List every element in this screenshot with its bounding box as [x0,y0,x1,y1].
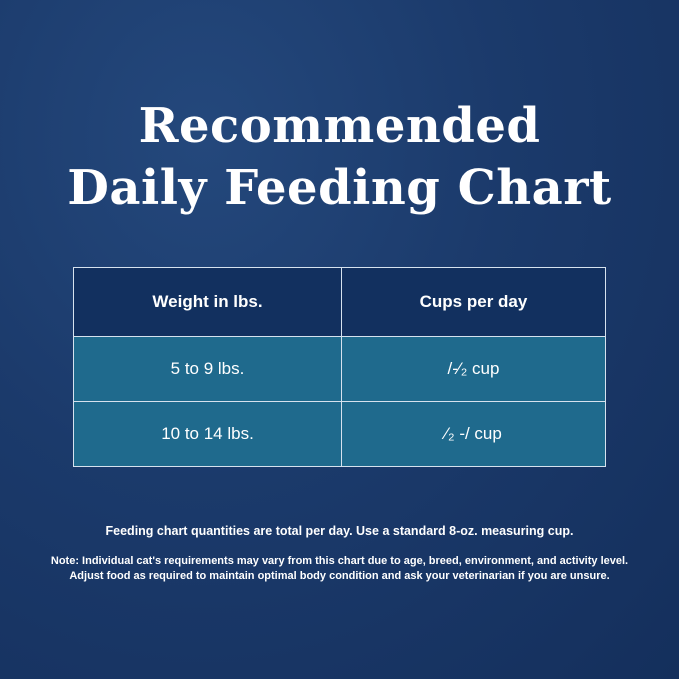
title-line-1: Recommended [138,98,541,154]
header-cups: Cups per day [341,267,606,337]
table-row: 5 to 9 lbs. /-⁄₂ cup [73,336,606,402]
header-weight: Weight in lbs. [73,267,342,337]
disclaimer-line-1: Note: Individual cat's requirements may … [50,555,629,567]
cups-cell: /-⁄₂ cup [341,336,606,402]
weight-cell: 10 to 14 lbs. [73,401,342,467]
disclaimer-line-2: Adjust food as required to maintain opti… [69,570,610,582]
disclaimer: Note: Individual cat's requirements may … [0,554,679,584]
feeding-note: Feeding chart quantities are total per d… [105,524,574,538]
feeding-table: Weight in lbs. Cups per day 5 to 9 lbs. … [73,267,606,467]
title-line-2: Daily Feeding Chart [67,160,612,216]
cups-cell: ⁄₂ -/ cup [341,401,606,467]
table-row: 10 to 14 lbs. ⁄₂ -/ cup [73,401,606,467]
table-header-row: Weight in lbs. Cups per day [73,267,606,337]
weight-cell: 5 to 9 lbs. [73,336,342,402]
